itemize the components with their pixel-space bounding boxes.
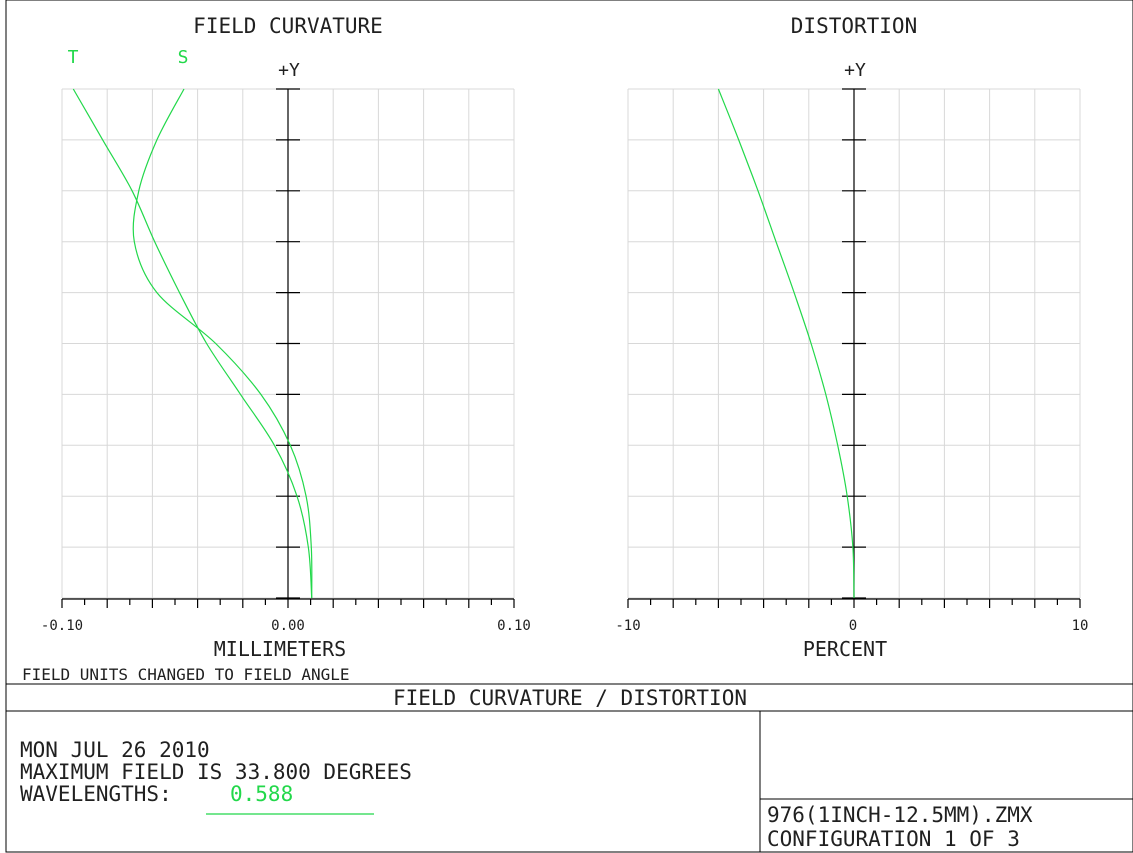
field-curvature-plot: FIELD CURVATURE +Y T S -0.10 0.00 0.10 M…	[41, 14, 531, 661]
legend-label-t: T	[68, 47, 79, 68]
x-tick-label: -0.10	[41, 618, 83, 634]
footer-title: FIELD CURVATURE / DISTORTION	[393, 686, 747, 710]
field-curvature-curve-s	[72, 88, 313, 599]
x-tick-label: 0.00	[271, 618, 305, 634]
distortion-axes	[627, 88, 1081, 608]
distortion-x-axis-label: PERCENT	[803, 637, 887, 661]
footer-max-field: MAXIMUM FIELD IS 33.800 DEGREES	[20, 760, 412, 784]
distortion-curves	[717, 88, 855, 599]
x-tick-label: 0.10	[497, 618, 531, 634]
distortion-y-axis-label: +Y	[844, 60, 866, 81]
field-units-note: FIELD UNITS CHANGED TO FIELD ANGLE	[22, 665, 350, 684]
footer-configuration: CONFIGURATION 1 OF 3	[767, 827, 1020, 851]
field-curvature-y-axis-label: +Y	[278, 60, 300, 81]
field-curvature-curve-t	[132, 88, 313, 599]
footer-frame	[5, 0, 1133, 853]
x-tick-label: 10	[1072, 618, 1089, 634]
footer-file-name: 976(1INCH-12.5MM).ZMX	[767, 803, 1033, 827]
legend-label-s: S	[178, 47, 189, 68]
x-tick-label: -10	[615, 618, 640, 634]
x-tick-label: 0	[849, 618, 857, 634]
footer-wavelength-value: 0.588	[230, 782, 293, 806]
distortion-curve	[717, 88, 855, 599]
field-curvature-x-axis-label: MILLIMETERS	[214, 637, 346, 661]
footer-date: MON JUL 26 2010	[20, 738, 210, 762]
distortion-plot: DISTORTION +Y -10 0 10 PERCENT	[615, 14, 1088, 661]
field-curvature-curves	[72, 88, 313, 599]
field-curvature-axes	[61, 88, 515, 608]
field-curvature-title: FIELD CURVATURE	[193, 14, 383, 38]
distortion-title: DISTORTION	[791, 14, 917, 38]
footer-wavelengths-label: WAVELENGTHS:	[20, 782, 172, 806]
outer-frame	[5, 0, 1133, 853]
